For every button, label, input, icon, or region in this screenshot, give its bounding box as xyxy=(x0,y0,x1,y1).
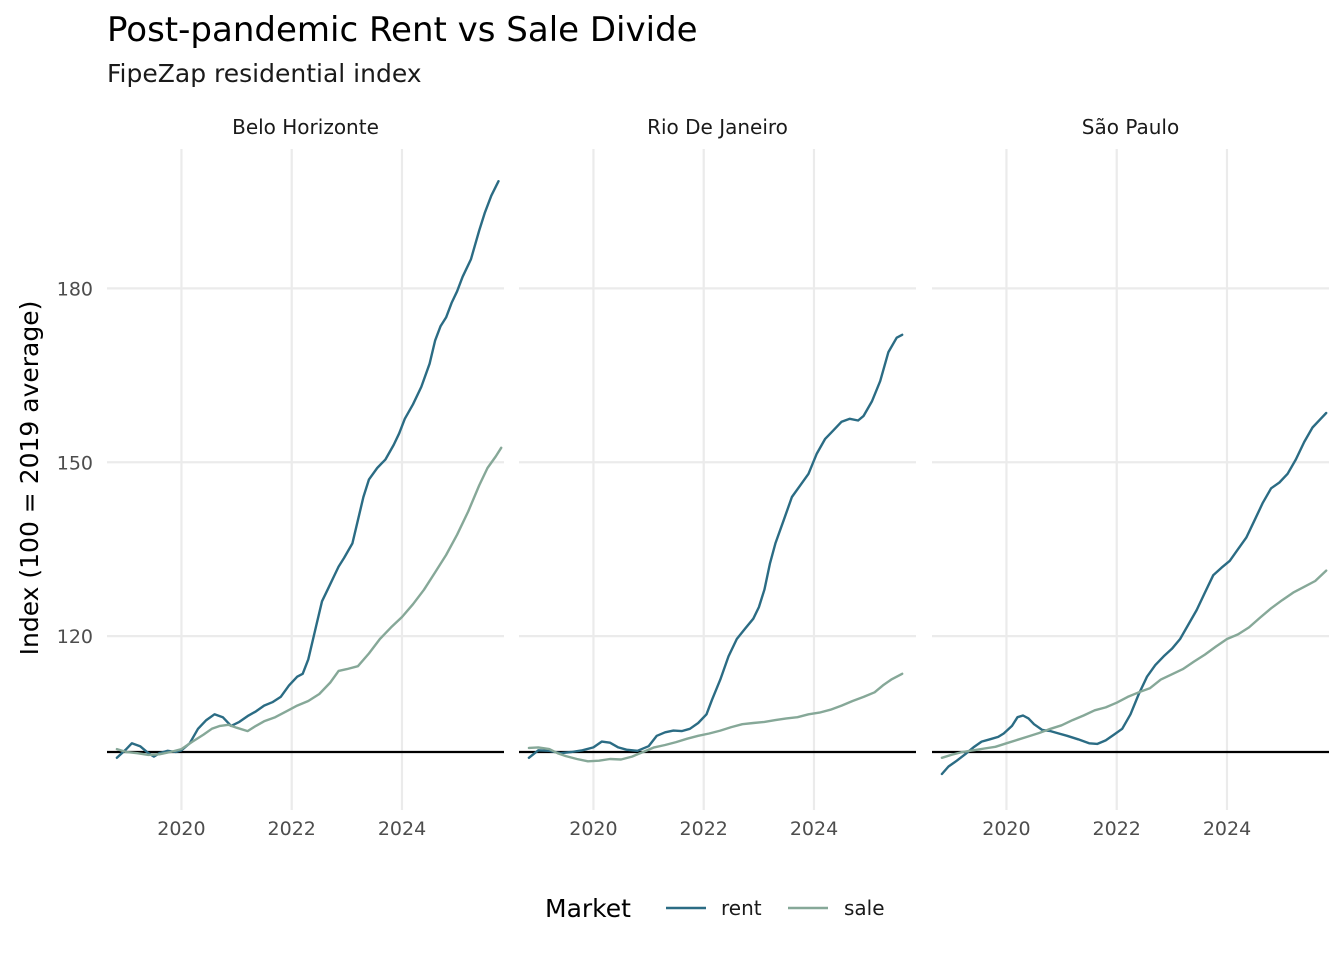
series-line-sale xyxy=(115,446,503,757)
facet-strip-label: Belo Horizonte xyxy=(232,115,379,139)
legend-label-sale: sale xyxy=(844,896,885,920)
facet-panels: Belo Horizonte 2020 2022 2024 120 150 180 Rio D… xyxy=(57,115,1329,840)
y-tick-label: 120 xyxy=(57,626,93,648)
x-tick-label: 2022 xyxy=(1093,818,1141,840)
series-line-sale xyxy=(527,672,904,763)
y-tick-label: 150 xyxy=(57,452,93,474)
series-line-rent xyxy=(940,411,1328,776)
x-tick-label: 2024 xyxy=(1203,818,1251,840)
chart-subtitle: FipeZap residential index xyxy=(107,59,422,88)
facet-strip-label: São Paulo xyxy=(1082,115,1179,139)
facet-panel: São Paulo 2020 2022 2024 xyxy=(932,115,1329,840)
series-line-rent xyxy=(115,180,500,759)
series-line-rent xyxy=(527,333,904,759)
x-tick-label: 2020 xyxy=(157,818,205,840)
x-tick-label: 2022 xyxy=(680,818,728,840)
chart-title: Post-pandemic Rent vs Sale Divide xyxy=(107,10,698,50)
facet-panel: Belo Horizonte 2020 2022 2024 120 150 180 xyxy=(57,115,504,840)
legend-label-rent: rent xyxy=(721,896,762,920)
legend: Market rent sale xyxy=(545,894,885,923)
x-tick-label: 2022 xyxy=(268,818,316,840)
facet-panel: Rio De Janeiro 2020 2022 2024 xyxy=(519,115,916,840)
x-tick-label: 2024 xyxy=(378,818,426,840)
legend-title: Market xyxy=(545,894,631,923)
x-tick-label: 2020 xyxy=(982,818,1030,840)
y-axis-title: Index (100 = 2019 average) xyxy=(15,301,44,656)
y-tick-label: 180 xyxy=(57,278,93,300)
facet-strip-label: Rio De Janeiro xyxy=(647,115,788,139)
series-line-sale xyxy=(940,569,1328,759)
x-tick-label: 2020 xyxy=(569,818,617,840)
x-tick-label: 2024 xyxy=(790,818,838,840)
